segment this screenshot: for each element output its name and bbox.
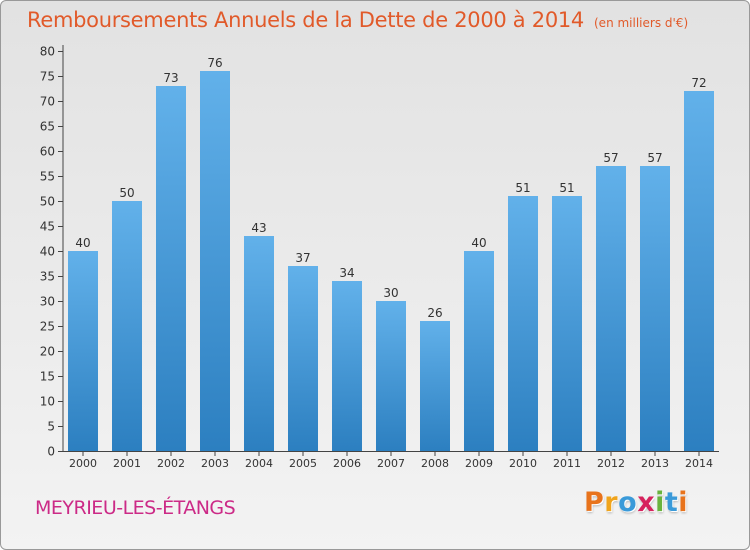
logo-letter: P [584,487,605,518]
x-tick-label: 2004 [245,457,273,470]
logo-letter: x [637,487,656,518]
bar-value-label: 30 [383,286,398,300]
commune-name: MEYRIEU-LES-ÉTANGS [35,497,236,519]
chart-title-text: Remboursements Annuels de la Dette de 20… [27,8,584,32]
logo-letter: t [664,487,679,518]
y-tick-label: 5 [47,420,55,434]
y-tick-label: 60 [40,145,55,159]
bar-value-label: 43 [251,221,266,235]
bar [464,251,494,451]
x-tick-label: 2011 [553,457,581,470]
x-tick-label: 2002 [157,457,185,470]
x-tick-label: 2010 [509,457,537,470]
y-tick-label: 45 [40,220,55,234]
bar-value-label: 57 [647,151,662,165]
bar [112,201,142,451]
x-tick-label: 2003 [201,457,229,470]
bar-value-label: 40 [75,236,90,250]
logo-letter: o [618,487,638,518]
bar [684,91,714,451]
bar-value-label: 51 [559,181,574,195]
bar [552,196,582,451]
bar [68,251,98,451]
x-tick-label: 2005 [289,457,317,470]
y-tick-label: 30 [40,295,55,309]
y-tick-label: 25 [40,320,55,334]
bar [640,166,670,451]
bar-value-label: 51 [515,181,530,195]
x-tick-label: 2006 [333,457,361,470]
x-tick-label: 2013 [641,457,669,470]
bar-value-label: 73 [163,71,178,85]
logo-letter: i [655,487,665,518]
x-tick-label: 2008 [421,457,449,470]
bar-value-label: 50 [119,186,134,200]
logo-letter: r [604,487,619,518]
bar-value-label: 26 [427,306,442,320]
chart-unit: (en milliers d'€) [594,16,689,30]
chart-title: Remboursements Annuels de la Dette de 20… [27,8,688,32]
bar [244,236,274,451]
y-tick-label: 0 [47,445,55,459]
bar [288,266,318,451]
bar-value-label: 72 [691,76,706,90]
y-tick-label: 40 [40,245,55,259]
y-tick-label: 50 [40,195,55,209]
bar-value-label: 40 [471,236,486,250]
bar [596,166,626,451]
proxiti-logo: Proxiti [584,487,688,518]
bar [332,281,362,451]
bar [420,321,450,451]
bar [508,196,538,451]
logo-letter: i [678,487,689,518]
x-tick-label: 2001 [113,457,141,470]
bar [156,86,186,451]
y-tick-label: 15 [40,370,55,384]
bar-value-label: 37 [295,251,310,265]
bar [200,71,230,451]
y-tick-label: 55 [40,170,55,184]
bar-value-label: 76 [207,56,222,70]
x-tick-label: 2007 [377,457,405,470]
y-tick-label: 20 [40,345,55,359]
x-tick-label: 2000 [69,457,97,470]
y-tick-label: 65 [40,120,55,134]
y-tick-label: 75 [40,70,55,84]
y-tick-label: 80 [40,45,55,59]
bar [376,301,406,451]
bar-value-label: 34 [339,266,354,280]
y-tick-label: 10 [40,395,55,409]
y-tick-label: 70 [40,95,55,109]
bar-value-label: 57 [603,151,618,165]
y-tick-label: 35 [40,270,55,284]
x-tick-label: 2009 [465,457,493,470]
x-tick-label: 2014 [685,457,713,470]
x-tick-label: 2012 [597,457,625,470]
